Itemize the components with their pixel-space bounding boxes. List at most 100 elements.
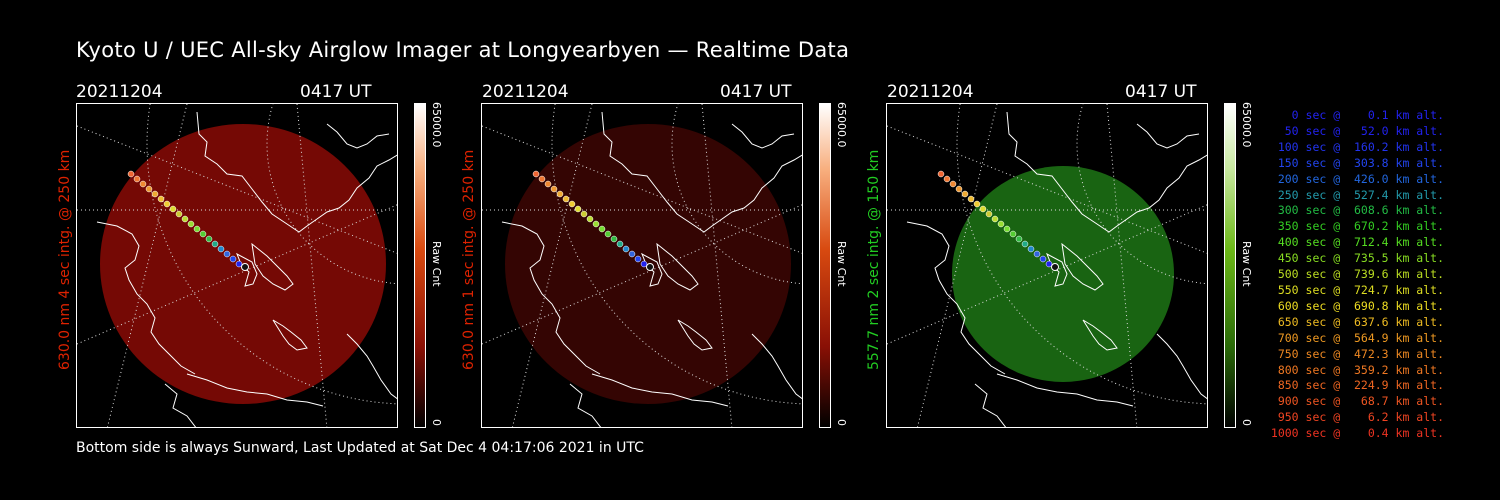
satellite-track-dot [205,235,213,243]
legend-row: 950 sec @ 6.2 km alt. [1277,410,1444,425]
panel-2-time: 0417 UT [720,82,792,102]
legend-row: 850 sec @ 224.9 km alt. [1277,378,1444,393]
satellite-track-dot [127,170,135,178]
coastline [569,383,602,427]
legend-row: 800 sec @ 359.2 km alt. [1277,362,1444,377]
panel-3-colorbar-unit: Raw Cnt [1240,241,1253,287]
panel-1-colorbar [414,103,426,428]
coastline [272,319,308,351]
satellite-track-dot [139,180,147,188]
satellite-track-dot [163,200,171,208]
satellite-current-position [241,263,249,271]
panel-2-side-label: 630.0 nm 1 sec intg. @ 250 km [461,149,477,370]
satellite-track-dot [544,180,552,188]
legend-row: 200 sec @ 426.0 km alt. [1277,171,1444,186]
panel-3-colorbar [1224,103,1236,428]
panel-2-date: 20211204 [482,82,569,102]
satellite-track-dot [199,230,207,238]
panel-1-image [76,103,398,428]
legend-row: 250 sec @ 527.4 km alt. [1277,187,1444,202]
satellite-track-dot [628,250,636,258]
satellite-track-dot [616,240,624,248]
coastline [501,221,601,375]
satellite-track-dot [175,210,183,218]
legend-row: 750 sec @ 472.3 km alt. [1277,346,1444,361]
longitude-line [482,125,802,254]
panel-scene [887,104,1207,427]
panel-3-svg [887,104,1207,427]
satellite-track-dot [1045,260,1053,268]
legend-row: 500 sec @ 739.6 km alt. [1277,267,1444,282]
coastline [996,373,1134,407]
panel-2-svg [482,104,802,427]
satellite-track-dot [1015,235,1023,243]
satellite-track-dot [1033,250,1041,258]
satellite-track-dot [181,215,189,223]
satellite-track-dot [586,215,594,223]
panel-2-colorbar-max: 65000.0 [835,102,848,148]
satellite-track-dot [979,205,987,213]
satellite-track-dot [1027,245,1035,253]
coastline [974,383,1007,427]
satellite-track-dot [937,170,945,178]
panel-3-image [886,103,1208,428]
legend-row: 550 sec @ 724.7 km alt. [1277,282,1444,297]
latitude-circle [146,104,397,405]
panel-3-colorbar-max: 65000.0 [1240,102,1253,148]
legend-row: 150 sec @ 303.8 km alt. [1277,155,1444,170]
satellite-track-dot [157,195,165,203]
satellite-track-dot [1003,225,1011,233]
footer-status: Bottom side is always Sunward, Last Upda… [76,440,644,456]
satellite-track-dot [532,170,540,178]
panel-2-colorbar [819,103,831,428]
satellite-track-dot [217,245,225,253]
legend-row: 350 sec @ 670.2 km alt. [1277,219,1444,234]
panel-3-time: 0417 UT [1125,82,1197,102]
satellite-track-dot [151,190,159,198]
coastline [656,242,699,291]
satellite-track-dot [973,200,981,208]
legend-row: 400 sec @ 712.4 km alt. [1277,235,1444,250]
legend-row: 100 sec @ 160.2 km alt. [1277,139,1444,154]
coastline [1136,123,1200,149]
coastline [591,373,729,407]
satellite-track-dot [598,225,606,233]
satellite-track-dot [193,225,201,233]
satellite-track-dot [985,210,993,218]
panel-3-side-label: 557.7 nm 2 sec intg. @ 150 km [866,149,882,370]
panel-1-time: 0417 UT [300,82,372,102]
satellite-track-dot [1021,240,1029,248]
satellite-track-dot [211,240,219,248]
satellite-track-dot [133,175,141,183]
coastline [346,333,397,400]
longitude-line [77,204,397,345]
panel-scene [482,104,802,427]
longitude-line [482,204,802,345]
legend-row: 700 sec @ 564.9 km alt. [1277,330,1444,345]
satellite-track-dot [604,230,612,238]
satellite-track-dot [640,260,648,268]
satellite-track-dot [634,255,642,263]
satellite-track-dot [943,175,951,183]
page-title: Kyoto U / UEC All-sky Airglow Imager at … [76,38,850,62]
legend-row: 900 sec @ 68.7 km alt. [1277,394,1444,409]
satellite-track-dot [1009,230,1017,238]
coastline [1061,242,1104,291]
satellite-track-dot [145,185,153,193]
panel-2-colorbar-min: 0 [835,419,848,426]
satellite-track-dot [538,175,546,183]
satellite-current-position [1051,263,1059,271]
satellite-track-dot [997,220,1005,228]
panel-scene [77,104,397,427]
satellite-time-altitude-legend: 0 sec @ 0.1 km alt. 50 sec @ 52.0 km alt… [1262,108,1444,442]
coastline [251,242,294,291]
satellite-track-dot [229,255,237,263]
panel-1-side-label: 630.0 nm 4 sec intg. @ 250 km [57,149,73,370]
satellite-track-dot [949,180,957,188]
panel-1-colorbar-unit: Raw Cnt [430,241,443,287]
satellite-track-dot [592,220,600,228]
panel-3-colorbar-min: 0 [1240,419,1253,426]
satellite-track-dot [580,210,588,218]
satellite-track-dot [562,195,570,203]
coastline [1082,319,1118,351]
